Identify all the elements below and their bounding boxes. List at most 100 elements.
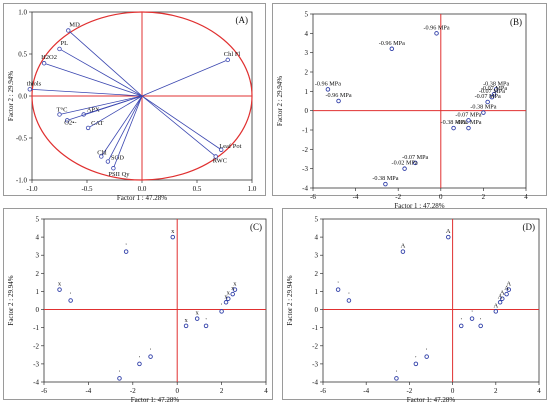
loading-point [85, 125, 91, 131]
point-label: A [500, 290, 505, 297]
x-tick-label: 4 [264, 387, 268, 395]
score-point [451, 125, 456, 131]
y-tick-label: 3 [305, 49, 309, 57]
loading-label: APX [87, 106, 100, 113]
point-label: x [196, 310, 200, 317]
point-label: -0.07 MPa [481, 85, 507, 92]
x-tick-label: 0 [451, 387, 455, 395]
point-label: ' [221, 302, 222, 309]
loadings-plot: -1.0 -0.5 0.0 0.5 1.0 1.0 0.5 0.0 -0.5 -1.0 Factor… [7, 9, 257, 203]
score-point [493, 309, 499, 314]
y-tick-label: -4 [312, 379, 318, 387]
loading-label: CAT [91, 120, 103, 127]
y-tick-label: 5 [305, 11, 309, 19]
y-tick-label: 0 [305, 107, 309, 115]
loading-vector [67, 95, 143, 121]
score-point [170, 234, 176, 240]
score-point [413, 361, 419, 367]
point-label: -0.07 MPa [475, 93, 501, 100]
y-tick-label: 4 [36, 234, 40, 242]
y-axis-title: Factor 2 : 29.94% [276, 76, 284, 126]
x-tick-label: -6 [310, 193, 316, 201]
score-point [394, 376, 399, 381]
loading-point [65, 118, 70, 123]
loading-point [57, 112, 62, 117]
score-point [446, 234, 451, 240]
x-tick-label: 0 [175, 387, 179, 395]
y-axis-title: Factor 2 : 29.94% [7, 275, 15, 325]
loading-label: thiols [27, 80, 42, 87]
score-point [412, 160, 418, 166]
y-tick-label: 1 [36, 288, 40, 296]
point-label: ' [150, 348, 151, 355]
x-axis-title: Factor 1: 47.28% [407, 396, 456, 403]
loading-label: O2•- [64, 119, 76, 126]
plot-area [322, 218, 540, 383]
score-point [466, 118, 471, 123]
loading-point [99, 154, 104, 159]
score-point [226, 296, 231, 301]
x-axis-title: Factor 1: 47.28% [131, 396, 180, 403]
score-point [194, 316, 200, 321]
y-tick-label: 0 [36, 306, 40, 314]
score-point [117, 376, 122, 381]
y-tick-label: 5 [315, 216, 319, 224]
score-point [458, 323, 464, 329]
score-point [434, 31, 439, 36]
point-label: x [171, 228, 175, 235]
point-label: -0.38 MPa [470, 104, 496, 111]
point-label: -0.96 MPa [315, 80, 341, 87]
score-point [57, 287, 62, 292]
y-tick-label: 0.0 [18, 93, 27, 101]
loading-point [218, 147, 224, 152]
point-label: x [231, 285, 235, 292]
y-tick-label: 2 [36, 270, 40, 278]
point-label: ' [348, 292, 349, 299]
loading-vector [68, 30, 143, 97]
y-tick-label: -3 [33, 360, 39, 368]
y-tick-label: -3 [312, 360, 318, 368]
loading-label: Leaf Pot [219, 143, 241, 150]
loading-vector [141, 95, 222, 151]
panel-d: -6 -4 -2 0 2 4 5 4 3 2 1 0 -1 -2 -3 -4 Factor 1: 47.28% F… [282, 208, 547, 403]
score-point [230, 291, 235, 297]
loading-label: T°C [57, 106, 68, 113]
point-label: A [506, 281, 511, 288]
point-label: x [58, 281, 62, 288]
point-label: x [224, 293, 228, 300]
point-label: A [498, 293, 503, 300]
loading-vector [107, 95, 143, 162]
loading-vector [113, 95, 143, 169]
panel-b: -6 -4 -2 0 2 4 5 4 3 2 1 0 -1 -2 -3 -4 Factor 1 : 47.28%… [272, 3, 547, 211]
x-tick-label: 1.0 [248, 185, 257, 193]
loading-label: MD [69, 21, 80, 28]
panel-c: -6 -4 -2 0 2 4 5 4 3 2 1 0 -1 -2 -3 -4 Factor 1: 47.28% F… [3, 208, 273, 403]
point-label: ' [396, 369, 397, 376]
panel-label: (B) [510, 17, 522, 27]
score-point [469, 316, 475, 321]
score-point [493, 87, 499, 92]
y-axis-title: Factor 2 : 29.94% [286, 275, 294, 325]
point-label: ' [461, 317, 462, 324]
loading-point [66, 28, 71, 33]
score-point [219, 309, 224, 314]
y-tick-label: 1 [305, 88, 309, 96]
y-tick-label: -2 [312, 342, 318, 350]
score-point [466, 125, 471, 131]
x-tick-label: -4 [85, 387, 91, 395]
loading-vector [59, 48, 143, 97]
x-tick-label: -6 [41, 387, 47, 395]
y-tick-label: 5 [36, 216, 40, 224]
point-label: -0.07 MPa [479, 88, 505, 95]
score-point [504, 291, 509, 297]
score-point [478, 323, 483, 329]
x-tick-label: -2 [130, 387, 136, 395]
loading-vector [43, 62, 143, 97]
x-tick-label: 0 [439, 193, 443, 201]
x-tick-label: -2 [395, 193, 401, 201]
score-point [223, 300, 229, 305]
score-point [123, 249, 129, 254]
point-label: -0.02 MPa [392, 160, 418, 167]
point-label: -0.38 MPa [372, 175, 398, 182]
